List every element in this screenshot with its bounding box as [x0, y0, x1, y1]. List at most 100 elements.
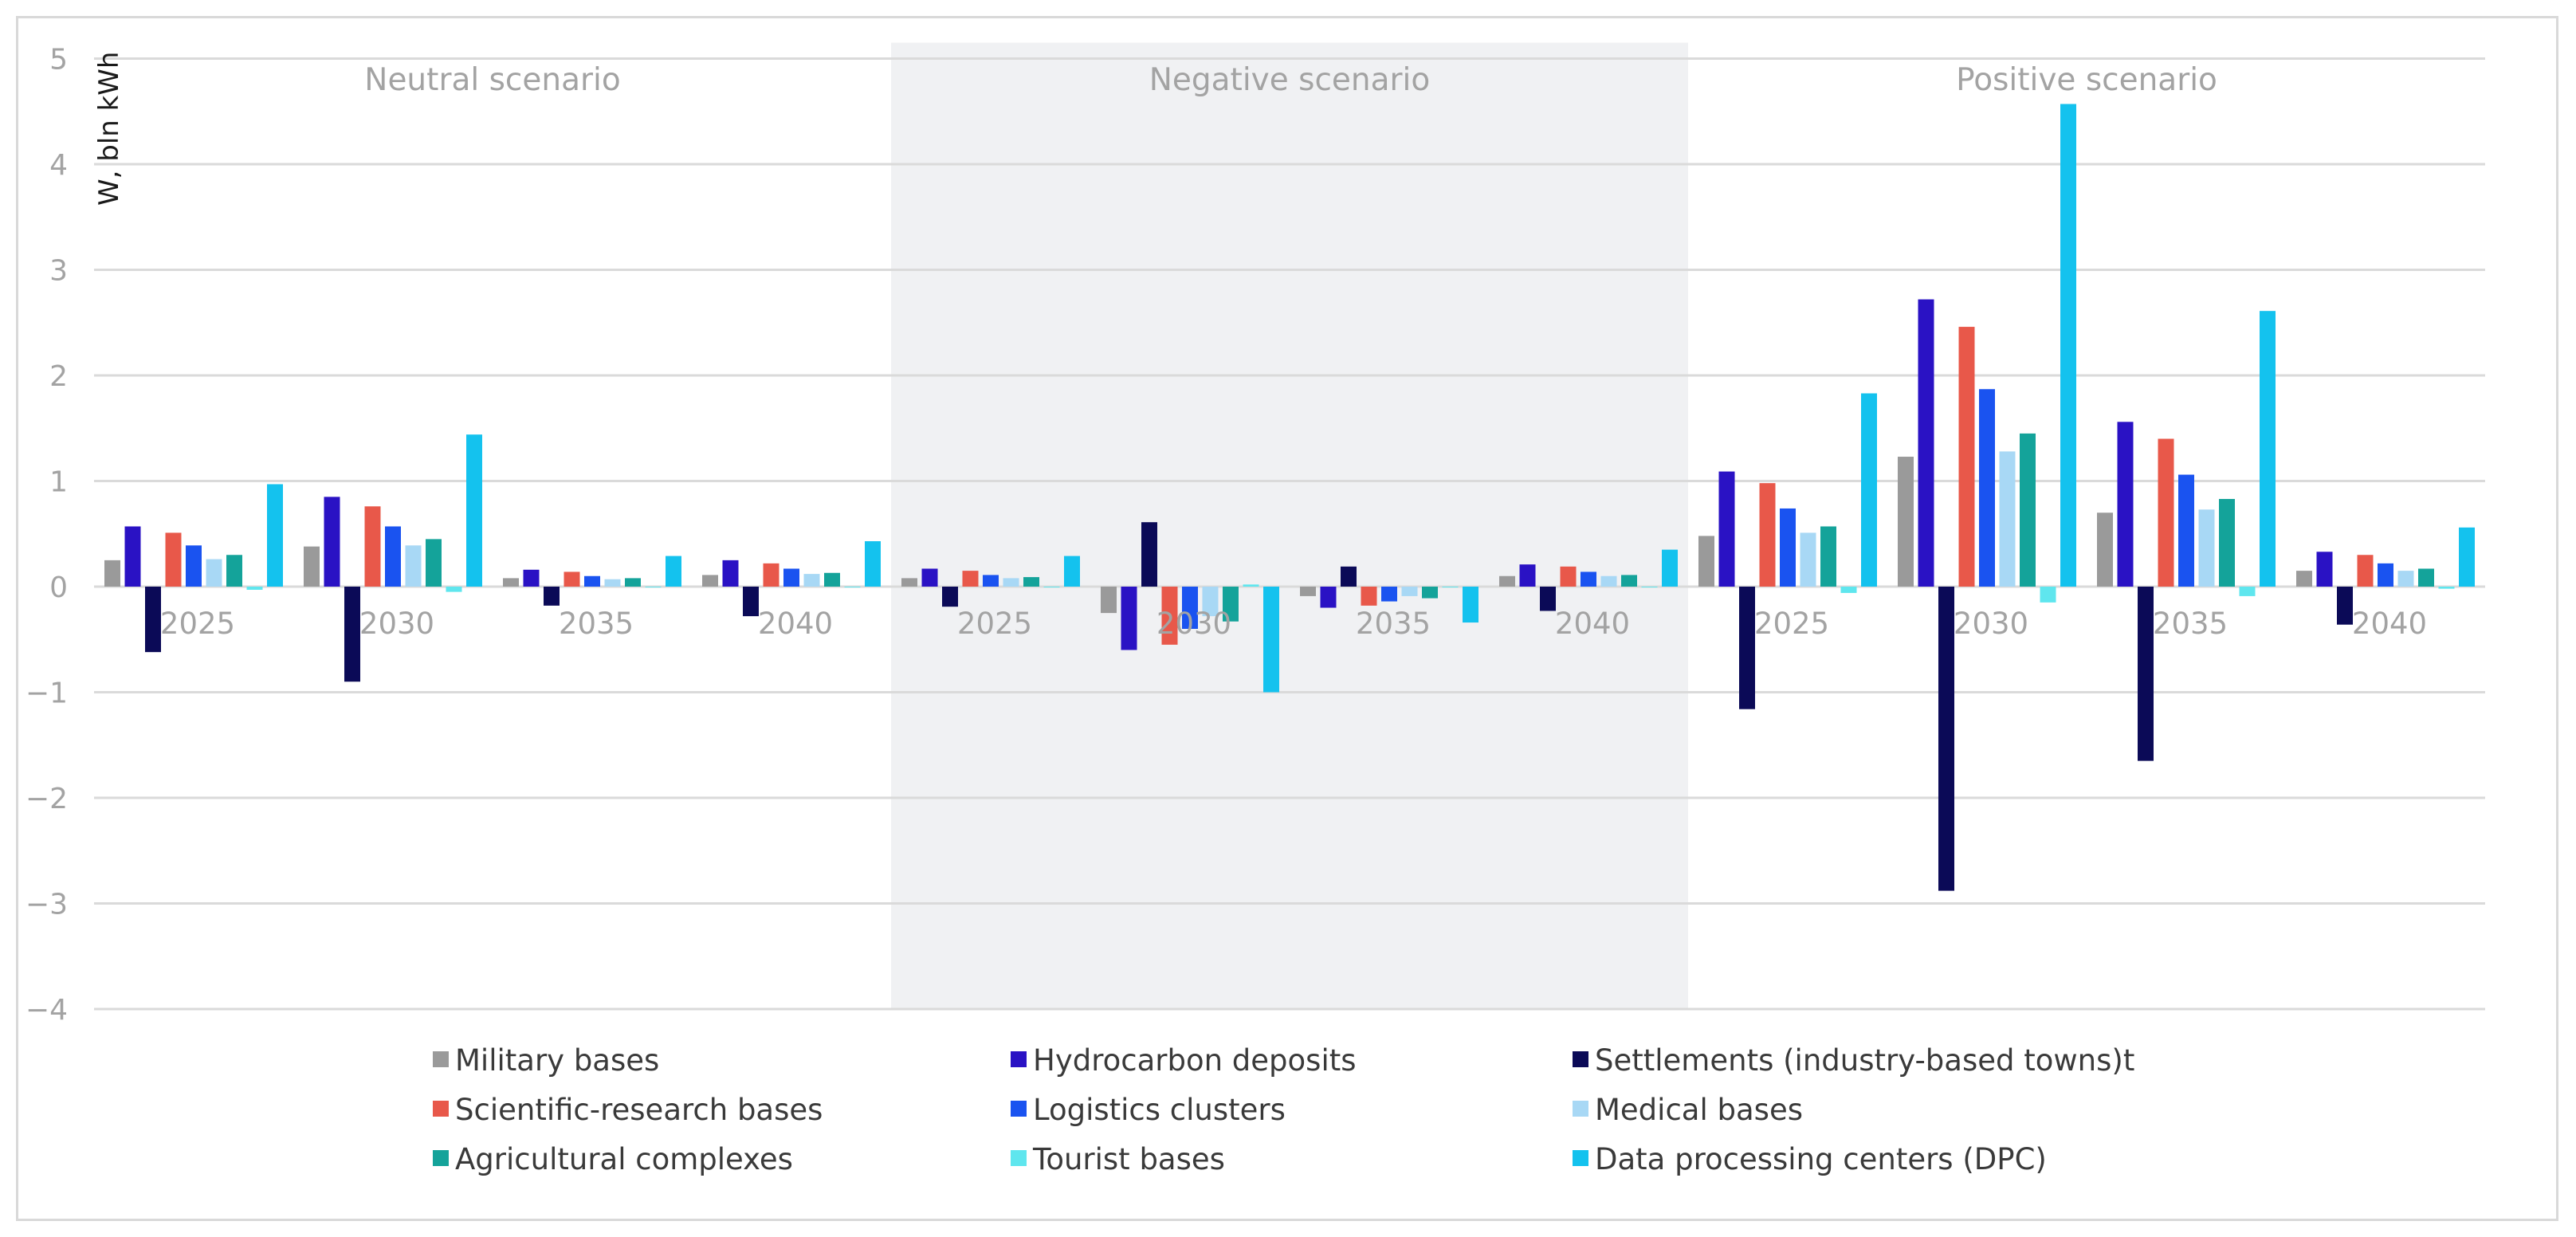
bar	[1003, 578, 1019, 587]
bar	[104, 560, 120, 587]
bar	[1581, 571, 1596, 587]
bar	[1820, 526, 1836, 587]
bar	[1840, 587, 1857, 593]
bar	[2337, 587, 2353, 625]
bar	[1064, 556, 1080, 587]
bar	[2138, 587, 2154, 761]
x-tick-label: 2030	[1156, 607, 1231, 641]
x-tick-label: 2025	[1754, 607, 1829, 641]
bar	[2296, 571, 2312, 587]
bar	[1999, 451, 2016, 587]
y-tick-label: 4	[49, 149, 68, 182]
bar	[564, 571, 580, 587]
bar	[1381, 587, 1397, 602]
legend-swatch	[1011, 1051, 1027, 1067]
legend-label: Scientific-research bases	[455, 1093, 823, 1127]
legend-swatch	[433, 1150, 449, 1166]
scenario-label: Positive scenario	[1956, 62, 2217, 98]
bar	[1401, 587, 1418, 596]
x-tick-label: 2035	[1356, 607, 1431, 641]
bar	[1540, 587, 1556, 611]
bar	[2438, 587, 2455, 589]
bar	[1101, 587, 1117, 614]
bar	[426, 539, 442, 587]
bar	[722, 560, 739, 587]
bar	[584, 575, 600, 587]
bar	[2397, 571, 2414, 587]
bar	[1300, 587, 1316, 596]
bar	[2020, 433, 2036, 587]
bar	[2158, 438, 2174, 587]
bar	[625, 578, 641, 587]
bar	[466, 434, 482, 587]
legend-label: Data processing centers (DPC)	[1595, 1142, 2047, 1176]
y-tick-label: 2	[49, 360, 68, 393]
bar	[1938, 587, 1954, 891]
bar	[1223, 587, 1239, 622]
bar	[2198, 509, 2215, 587]
bar	[1718, 471, 1735, 587]
bar	[2060, 104, 2076, 587]
legend-swatch	[433, 1101, 449, 1117]
scenario-label: Negative scenario	[1149, 62, 1431, 98]
bar	[1361, 587, 1377, 606]
legend-swatch	[1573, 1051, 1588, 1067]
bar	[1499, 575, 1515, 587]
bar	[743, 587, 759, 617]
bar	[1739, 587, 1755, 709]
legend-label: Agricultural complexes	[455, 1142, 793, 1176]
y-tick-label: 3	[49, 255, 68, 288]
bar	[983, 575, 999, 587]
bar	[2316, 552, 2333, 587]
legend-swatch	[1573, 1101, 1588, 1117]
bar	[503, 578, 519, 587]
bar	[1898, 457, 1914, 587]
bar	[523, 569, 540, 587]
bar	[1780, 508, 1796, 587]
legend-label: Hydrocarbon deposits	[1033, 1043, 1357, 1078]
bar	[1121, 587, 1137, 650]
bars	[104, 104, 2475, 891]
legend-label: Logistics clusters	[1033, 1093, 1286, 1127]
grid-lines	[94, 57, 2485, 1011]
labels: 5 4 3 2 1 0 −1 −2 −3 −4 W, bln kWh 2025 2030 2035 2040…	[26, 44, 2427, 1027]
x-tick-label: 2035	[2153, 607, 2228, 641]
bar	[1519, 564, 1536, 587]
bar	[1918, 299, 1934, 587]
y-tick-label: 5	[49, 44, 68, 77]
bar	[1958, 327, 1975, 587]
bar	[364, 506, 381, 587]
scenario-backgrounds	[891, 42, 1688, 1009]
bar	[2459, 527, 2475, 587]
bar	[2117, 422, 2134, 587]
bar	[1182, 587, 1198, 629]
bar	[1023, 577, 1039, 587]
bar	[1560, 566, 1577, 587]
bar	[1422, 587, 1438, 599]
bar	[763, 563, 779, 587]
legend-label: Military bases	[455, 1043, 659, 1078]
bar	[803, 574, 820, 587]
x-tick-label: 2030	[1954, 607, 2028, 641]
bar	[824, 572, 840, 587]
bar	[604, 579, 621, 587]
legend-swatch	[1011, 1150, 1027, 1166]
y-tick-label: −4	[26, 994, 68, 1027]
y-axis-title: W, bln kWh	[93, 52, 125, 206]
bar	[246, 587, 263, 590]
legend-swatch	[433, 1051, 449, 1067]
bar	[865, 541, 881, 587]
bar	[324, 497, 340, 587]
bar	[1800, 532, 1816, 587]
bar	[1243, 584, 1259, 587]
bar	[2357, 555, 2374, 587]
bar	[1621, 575, 1637, 587]
bar	[544, 587, 560, 606]
x-tick-label: 2025	[957, 607, 1032, 641]
bar	[921, 568, 938, 587]
bar	[962, 571, 979, 587]
bar	[2097, 512, 2113, 587]
bar	[446, 587, 462, 592]
y-tick-label: 0	[49, 571, 68, 604]
bar	[1662, 549, 1678, 587]
